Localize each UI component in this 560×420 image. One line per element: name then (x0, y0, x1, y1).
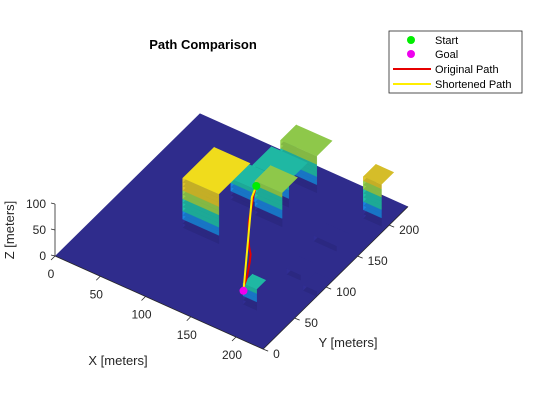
x-tick-label: 100 (131, 308, 151, 322)
legend-label-goal: Goal (435, 49, 458, 61)
legend-label-original-path: Original Path (435, 64, 499, 76)
y-tick-label: 200 (399, 223, 419, 237)
z-axis-label: Z [meters] (2, 201, 17, 260)
y-axis-label: Y [meters] (318, 335, 377, 350)
legend-label-start: Start (435, 35, 458, 47)
x-tick-mark (186, 316, 192, 322)
building-roof (303, 272, 330, 292)
y-tick-mark (389, 224, 395, 228)
legend-label-shortened-path: Shortened Path (435, 79, 511, 91)
building-5 (182, 146, 251, 245)
x-tick-label: 150 (177, 328, 197, 342)
surface-plot (55, 113, 408, 350)
building-roof (313, 223, 349, 246)
building-roof (280, 124, 333, 157)
building-roof (363, 164, 395, 185)
y-tick-label: 100 (336, 285, 356, 299)
axes: 0 50 100 150 200 0 50 100 150 200 0 50 100 (26, 197, 419, 362)
chart-title: Path Comparison (149, 37, 257, 52)
building-roof (286, 256, 313, 275)
ground-plane (55, 113, 408, 350)
y-tick-label: 0 (273, 347, 280, 361)
z-tick-mark (50, 228, 56, 231)
y-tick-label: 50 (305, 316, 319, 330)
y-tick-label: 150 (368, 254, 388, 268)
building-roof (182, 147, 251, 195)
building-roof (243, 274, 267, 290)
x-tick-mark (231, 336, 237, 342)
z-tick-label: 0 (39, 249, 46, 263)
building-8 (286, 255, 313, 281)
x-tick-mark (50, 255, 56, 261)
goal-marker (239, 286, 248, 295)
legend: Start Goal Original Path Shortened Path (388, 30, 523, 94)
building-6 (363, 163, 395, 227)
x-tick-label: 50 (90, 287, 104, 301)
building-roof (252, 146, 308, 182)
building-7 (313, 222, 349, 252)
y-tick-mark (263, 348, 269, 352)
start-marker (252, 182, 261, 190)
y-tick-mark (294, 317, 300, 321)
y-tick-mark (357, 255, 363, 259)
z-tick-label: 100 (26, 197, 46, 211)
path-layer (239, 182, 261, 295)
legend-marker-start (407, 36, 415, 44)
x-tick-mark (95, 275, 101, 281)
y-tick-mark (326, 286, 332, 290)
building-9 (302, 272, 330, 297)
z-tick-label: 50 (33, 223, 47, 237)
x-tick-label: 0 (48, 267, 55, 281)
z-tick-mark (50, 254, 56, 257)
x-tick-label: 200 (222, 348, 242, 362)
z-tick-mark (50, 202, 56, 205)
x-axis-line (54, 255, 264, 350)
building-roof (255, 165, 298, 193)
y-axis-line (262, 206, 409, 350)
x-axis-label: X [meters] (88, 353, 147, 368)
x-tick-mark (141, 296, 146, 301)
legend-marker-goal (407, 50, 415, 58)
